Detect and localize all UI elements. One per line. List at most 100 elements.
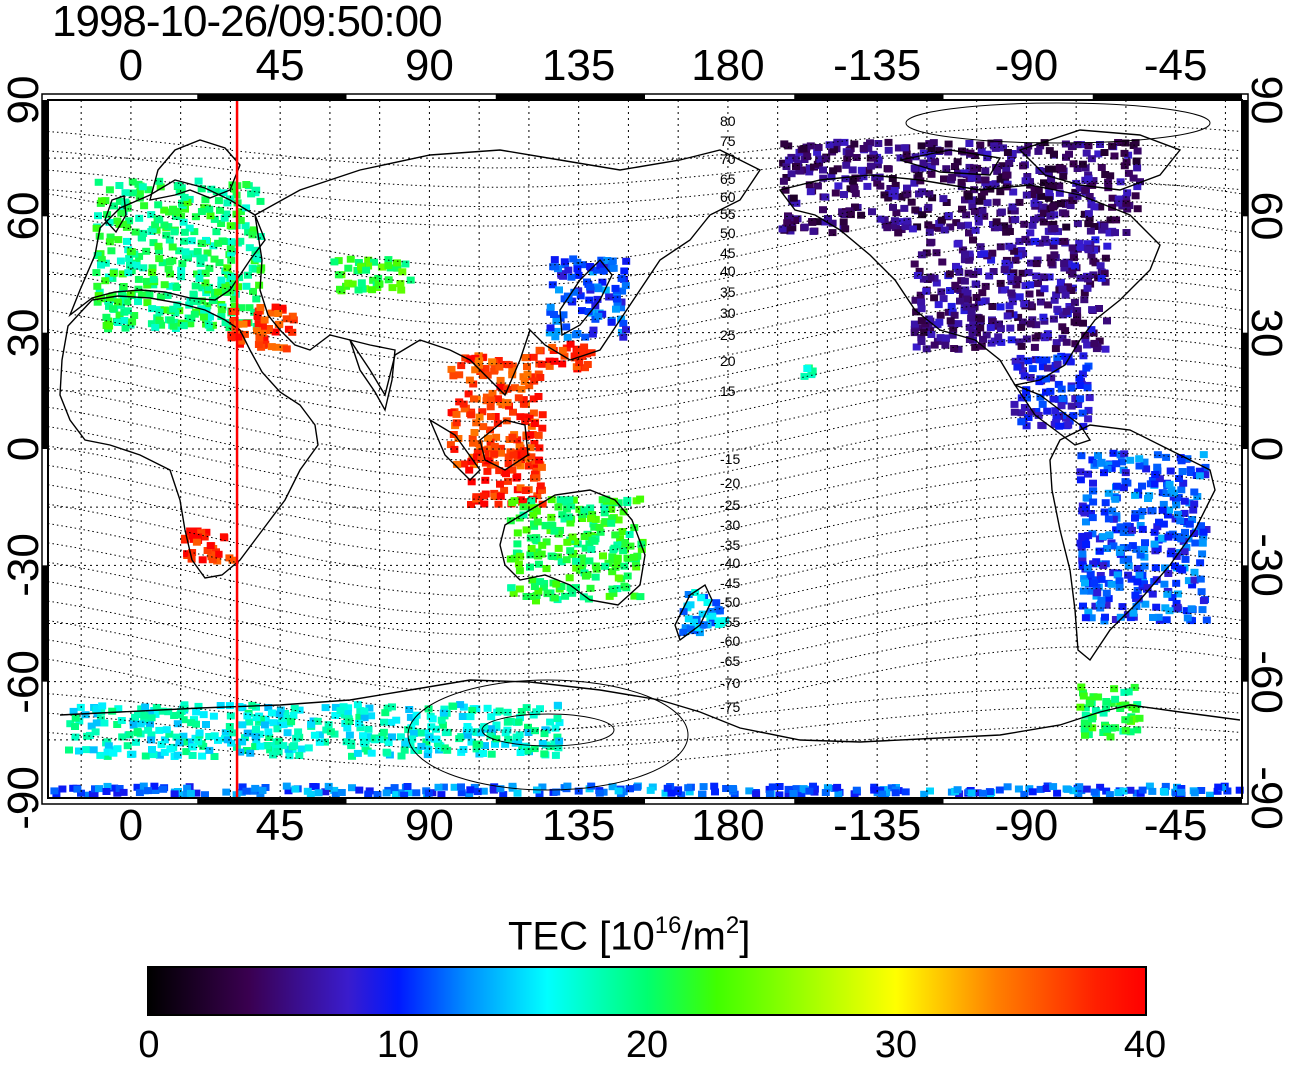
tec-cell bbox=[1153, 545, 1162, 553]
tec-cell bbox=[265, 734, 274, 741]
tec-cell bbox=[1087, 587, 1096, 595]
tec-cell bbox=[178, 260, 187, 268]
tec-cell bbox=[1115, 577, 1124, 585]
tec-cell bbox=[221, 729, 230, 737]
tec-cell bbox=[177, 273, 186, 281]
tec-cell bbox=[596, 528, 605, 536]
tec-cell bbox=[894, 229, 903, 237]
tec-cell bbox=[813, 182, 822, 190]
tec-cell bbox=[1148, 590, 1157, 598]
tec-cell bbox=[160, 736, 169, 744]
tec-cell bbox=[134, 298, 142, 306]
tec-cell bbox=[144, 787, 152, 795]
south-magnetic-pole-contour-inner bbox=[481, 713, 615, 747]
tec-cell bbox=[116, 257, 125, 265]
tec-cell bbox=[522, 742, 531, 750]
tec-cell bbox=[432, 735, 441, 743]
tec-cell bbox=[207, 185, 216, 193]
mag-lat-contour bbox=[47, 510, 1243, 597]
tec-cell bbox=[192, 720, 200, 728]
tec-cell bbox=[994, 224, 1003, 232]
tec-cell bbox=[1112, 460, 1121, 468]
tec-cell bbox=[1173, 603, 1182, 611]
tec-cell bbox=[174, 181, 183, 189]
tec-cell bbox=[1005, 261, 1014, 269]
tec-cell bbox=[243, 729, 252, 737]
tec-cell bbox=[619, 319, 628, 327]
tec-cell bbox=[256, 197, 265, 205]
tec-cell bbox=[155, 726, 164, 734]
tec-cell bbox=[513, 436, 522, 444]
tec-cell bbox=[1015, 198, 1024, 206]
tec-cell bbox=[901, 788, 910, 796]
tec-cell bbox=[138, 183, 147, 191]
tec-cell bbox=[261, 340, 270, 348]
tec-cell bbox=[578, 554, 586, 562]
tec-region bbox=[910, 235, 1112, 353]
tec-cell bbox=[104, 742, 113, 750]
tec-cell bbox=[633, 783, 642, 791]
tec-cell bbox=[1078, 532, 1087, 540]
tec-cell bbox=[364, 790, 373, 798]
tec-cell bbox=[1011, 357, 1020, 365]
tec-cell bbox=[483, 467, 492, 475]
tec-cell bbox=[148, 305, 157, 313]
tec-cell bbox=[608, 783, 617, 791]
tec-cell bbox=[1090, 203, 1099, 211]
tec-cell bbox=[114, 705, 123, 713]
tec-cell bbox=[508, 466, 517, 474]
tec-cell bbox=[137, 291, 146, 299]
tec-cell bbox=[1003, 783, 1012, 791]
tec-cell bbox=[1089, 479, 1097, 487]
mag-lat-contour bbox=[47, 335, 1243, 423]
tec-cell bbox=[503, 718, 512, 726]
tec-cell bbox=[1049, 783, 1058, 791]
tec-cell bbox=[373, 791, 382, 798]
tec-cell bbox=[775, 791, 784, 799]
tec-cell bbox=[864, 166, 873, 174]
tec-cell bbox=[1121, 139, 1130, 147]
tec-cell bbox=[1024, 357, 1033, 365]
tec-cell bbox=[470, 783, 479, 791]
tec-cell bbox=[1088, 715, 1097, 723]
tec-cell bbox=[834, 790, 843, 798]
tec-cell bbox=[859, 145, 868, 152]
tec-cell bbox=[157, 741, 166, 749]
tec-cell bbox=[1051, 345, 1060, 353]
tec-cell bbox=[588, 511, 597, 519]
tec-cell bbox=[699, 621, 708, 629]
tec-cell bbox=[235, 274, 244, 282]
tec-cell bbox=[637, 545, 646, 553]
tec-cell bbox=[242, 204, 251, 212]
tec-cell bbox=[792, 163, 800, 170]
tec-cell bbox=[951, 163, 959, 170]
tec-cell bbox=[500, 486, 509, 494]
tec-cell bbox=[522, 526, 531, 534]
tec-cell bbox=[1036, 298, 1045, 306]
right-latitude-tick: 60 bbox=[1242, 191, 1291, 241]
tec-cell bbox=[1076, 274, 1085, 282]
tec-cell bbox=[513, 789, 522, 797]
tec-cell bbox=[1133, 726, 1142, 734]
tec-cell bbox=[1141, 600, 1150, 608]
tec-cell bbox=[475, 413, 484, 421]
tec-cell bbox=[527, 593, 536, 600]
tec-cell bbox=[1047, 259, 1056, 267]
tec-cell bbox=[891, 789, 900, 797]
tec-cell bbox=[282, 345, 291, 353]
mag-lat-contour bbox=[47, 471, 1243, 559]
tec-cell bbox=[1083, 384, 1092, 392]
contour-label: -40 bbox=[720, 555, 740, 571]
colorbar-tick: 30 bbox=[874, 1024, 918, 1066]
tec-cell bbox=[616, 791, 625, 799]
tec-cell bbox=[1188, 617, 1196, 625]
tec-region bbox=[506, 495, 647, 605]
tec-cell bbox=[1059, 172, 1068, 180]
tec-cell bbox=[510, 384, 519, 392]
tec-cell bbox=[976, 315, 985, 323]
tec-cell bbox=[840, 138, 849, 146]
tec-cell bbox=[922, 249, 931, 257]
tec-cell bbox=[1024, 269, 1033, 277]
tec-cell bbox=[1119, 556, 1128, 564]
tec-cell bbox=[355, 719, 364, 727]
